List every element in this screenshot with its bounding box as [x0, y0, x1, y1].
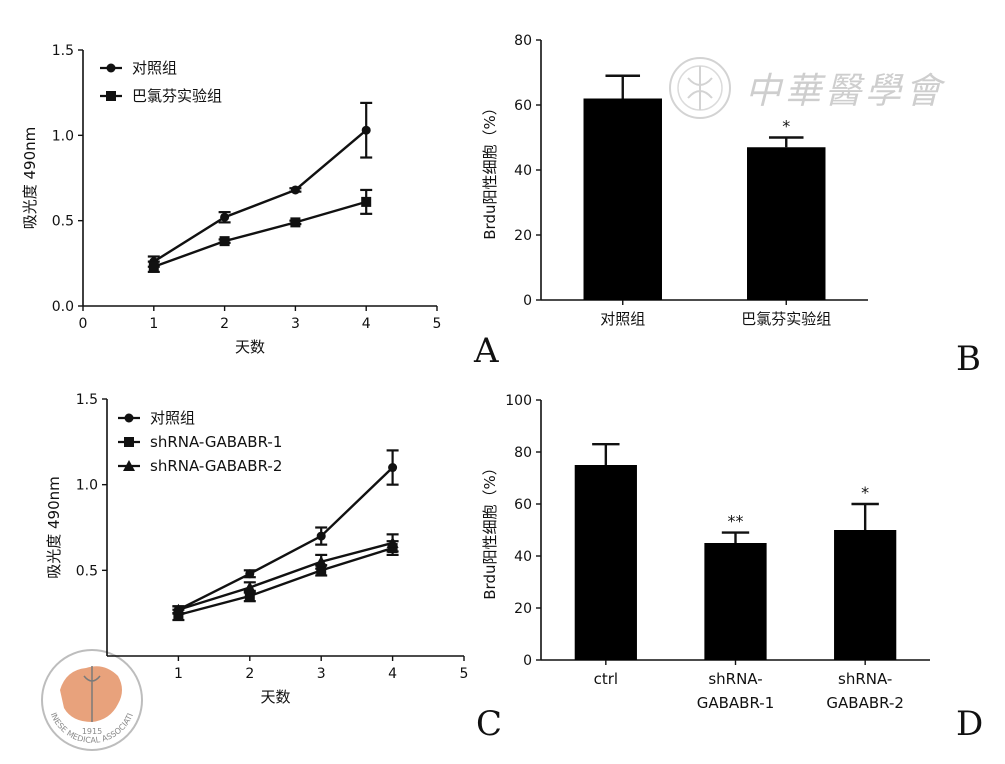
x-tick-label: 0: [79, 316, 88, 332]
x-category-label: shRNA-: [708, 670, 762, 688]
x-category-label: 对照组: [600, 310, 645, 328]
x-category-label: 巴氯芬实验组: [741, 310, 831, 328]
x-tick-label: 4: [362, 316, 371, 332]
y-tick-label: 40: [514, 549, 532, 565]
x-tick-label: 5: [460, 666, 469, 682]
data-point: [172, 603, 185, 615]
data-point: [290, 217, 301, 228]
y-tick-label: 0: [523, 293, 532, 309]
watermark-top: 中華醫學會: [669, 57, 946, 119]
y-axis-label: 吸光度 490nm: [45, 476, 63, 579]
x-tick-label: 1: [149, 316, 158, 332]
legend-marker: [106, 91, 116, 101]
watermark-text: 中華醫學會: [745, 71, 946, 112]
data-point: [316, 531, 326, 541]
bar: [704, 543, 767, 660]
bar: [574, 465, 637, 660]
significance-label: *: [861, 483, 869, 502]
y-tick-label: 1.0: [76, 478, 98, 494]
series-line: [153, 129, 367, 263]
x-axis-label: 天数: [235, 338, 265, 356]
x-category-label: ctrl: [594, 670, 618, 688]
data-point: [219, 236, 230, 247]
legend-marker: [106, 63, 116, 73]
y-tick-label: 20: [514, 228, 532, 244]
x-tick-label: 2: [245, 666, 254, 682]
y-tick-label: 100: [505, 393, 532, 409]
legend-marker: [124, 437, 134, 447]
x-tick-label: 3: [291, 316, 300, 332]
data-point: [290, 185, 300, 195]
legend-label: 对照组: [132, 59, 177, 77]
watermark-seal-icon: [669, 57, 731, 119]
x-axis-label: 天数: [260, 688, 290, 706]
y-tick-label: 20: [514, 601, 532, 617]
data-point: [220, 212, 230, 222]
panel-label: C: [476, 704, 502, 744]
legend-label: 巴氯芬实验组: [132, 87, 222, 105]
badge-year: 1915: [82, 727, 102, 736]
x-category-label: GABABR-1: [697, 694, 775, 712]
series-line: [177, 466, 394, 611]
y-tick-label: 60: [514, 497, 532, 513]
y-tick-label: 0: [523, 653, 532, 669]
legend-marker: [124, 413, 134, 423]
legend-label: shRNA-GABABR-1: [150, 433, 282, 451]
y-axis-label: Brdu阳性细胞（%）: [481, 460, 499, 599]
y-axis-label: 吸光度 490nm: [21, 127, 39, 230]
y-tick-label: 80: [514, 445, 532, 461]
y-tick-label: 1.0: [52, 128, 74, 144]
y-tick-label: 1.5: [52, 43, 74, 59]
x-tick-label: 5: [433, 316, 442, 332]
data-point: [386, 536, 399, 548]
y-tick-label: 0.0: [52, 299, 74, 315]
data-point: [244, 591, 255, 602]
data-point: [245, 569, 255, 579]
panel-label: D: [956, 704, 983, 744]
data-point: [361, 125, 371, 135]
x-tick-label: 3: [317, 666, 326, 682]
panel-c-chart: 0.5 1.0 1.5 1 2 3 4 5 天数 吸光度 490nm 对照组 shRNA-GABABR…: [45, 392, 502, 744]
x-tick-label: 2: [220, 316, 229, 332]
x-tick-label: 1: [174, 666, 183, 682]
watermark-badge: CHINESE MEDICAL ASSOCIATION 1915: [0, 0, 143, 751]
legend-marker: [123, 460, 135, 471]
y-tick-label: 0.5: [52, 214, 74, 230]
legend-label: 对照组: [150, 409, 195, 427]
legend-label: shRNA-GABABR-2: [150, 457, 282, 475]
bar: [747, 147, 826, 300]
y-tick-label: 60: [514, 98, 532, 114]
data-point: [173, 609, 184, 620]
significance-label: *: [782, 117, 790, 136]
bar: [583, 98, 662, 300]
data-point: [316, 565, 327, 576]
series-line: [178, 546, 393, 617]
panel-b-chart: 0 20 40 60 80 对照组 * 巴氯芬实验组 Brdu阳性细胞（%） B: [481, 33, 981, 379]
y-axis-label: Brdu阳性细胞（%）: [481, 100, 499, 239]
y-tick-label: 1.5: [76, 392, 98, 408]
x-category-label: GABABR-2: [826, 694, 904, 712]
data-point: [315, 555, 328, 567]
panel-label: B: [956, 339, 981, 379]
panel-d-chart: 0 20 40 60 80 100 ctrl ** shRNA- GABABR-1 * shRNA- G…: [481, 393, 983, 744]
series-line: [178, 541, 393, 611]
x-category-label: shRNA-: [838, 670, 892, 688]
y-tick-label: 0.5: [76, 563, 98, 579]
data-point: [361, 196, 372, 207]
series-line: [153, 200, 367, 268]
significance-label: **: [728, 512, 744, 531]
badge-text: CHINESE MEDICAL ASSOCIATION: [0, 0, 135, 745]
panel-label: A: [473, 331, 499, 371]
y-tick-label: 80: [514, 33, 532, 49]
data-point: [243, 581, 256, 593]
bar: [834, 530, 897, 660]
y-tick-label: 40: [514, 163, 532, 179]
data-point: [148, 261, 159, 272]
data-point: [388, 463, 398, 473]
x-tick-label: 4: [388, 666, 397, 682]
